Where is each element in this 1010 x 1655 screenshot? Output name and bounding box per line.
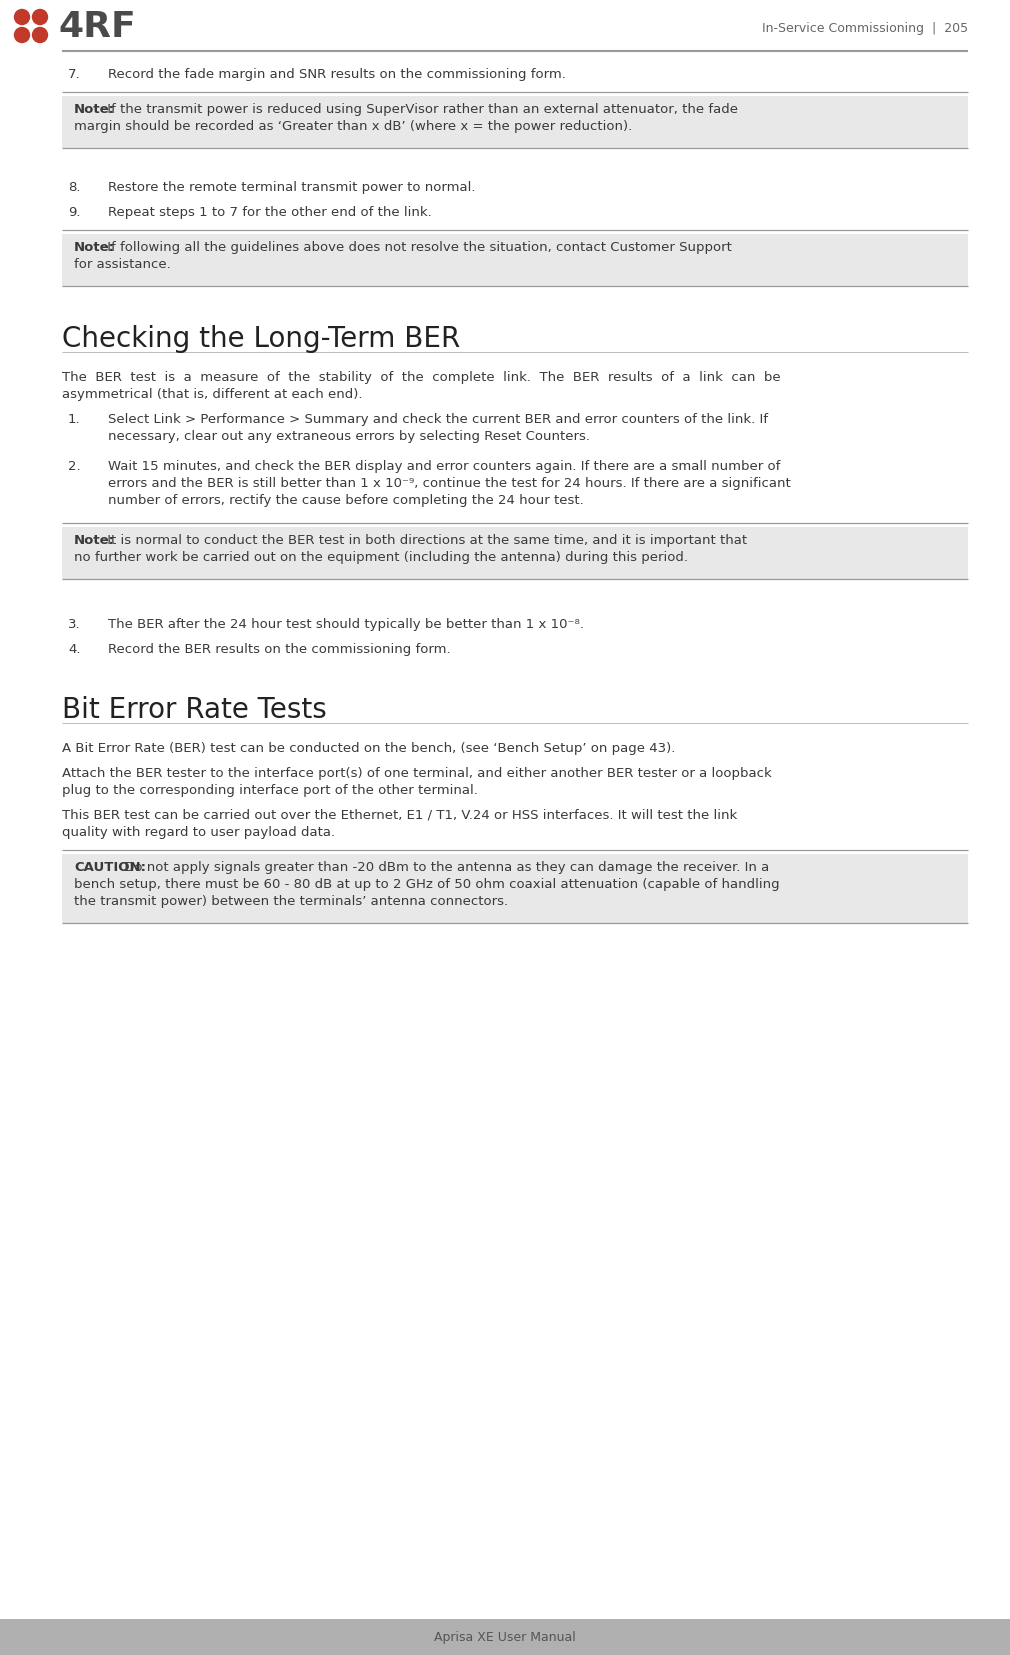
Text: Do not apply signals greater than -20 dBm to the antenna as they can damage the : Do not apply signals greater than -20 dB… <box>120 861 770 874</box>
Text: Aprisa XE User Manual: Aprisa XE User Manual <box>434 1630 576 1643</box>
Text: margin should be recorded as ‘Greater than x dB’ (where x = the power reduction): margin should be recorded as ‘Greater th… <box>74 119 632 132</box>
Text: 4RF: 4RF <box>58 10 135 45</box>
Text: 4.: 4. <box>68 642 81 655</box>
Text: Restore the remote terminal transmit power to normal.: Restore the remote terminal transmit pow… <box>108 180 476 194</box>
Ellipse shape <box>32 28 47 43</box>
Text: Record the BER results on the commissioning form.: Record the BER results on the commission… <box>108 642 450 655</box>
Text: 9.: 9. <box>68 205 81 218</box>
Text: Select Link > Performance > Summary and check the current BER and error counters: Select Link > Performance > Summary and … <box>108 412 768 425</box>
Bar <box>0 1619 1010 1655</box>
Text: Attach the BER tester to the interface port(s) of one terminal, and either anoth: Attach the BER tester to the interface p… <box>62 766 772 780</box>
Text: Note:: Note: <box>74 533 115 546</box>
Text: Record the fade margin and SNR results on the commissioning form.: Record the fade margin and SNR results o… <box>108 68 566 81</box>
Text: Note:: Note: <box>74 242 115 253</box>
Text: Wait 15 minutes, and check the BER display and error counters again. If there ar: Wait 15 minutes, and check the BER displ… <box>108 460 781 473</box>
Bar <box>62 854 968 923</box>
Text: 7.: 7. <box>68 68 81 81</box>
Text: 2.: 2. <box>68 460 81 473</box>
Text: The BER after the 24 hour test should typically be better than 1 x 10⁻⁸.: The BER after the 24 hour test should ty… <box>108 617 584 631</box>
Text: Checking the Long-Term BER: Checking the Long-Term BER <box>62 324 461 353</box>
Text: Note:: Note: <box>74 103 115 116</box>
Bar <box>62 98 968 149</box>
Ellipse shape <box>32 10 47 25</box>
Text: for assistance.: for assistance. <box>74 258 171 271</box>
Text: CAUTION:: CAUTION: <box>74 861 146 874</box>
Text: bench setup, there must be 60 - 80 dB at up to 2 GHz of 50 ohm coaxial attenuati: bench setup, there must be 60 - 80 dB at… <box>74 877 780 890</box>
Text: number of errors, rectify the cause before completing the 24 hour test.: number of errors, rectify the cause befo… <box>108 493 584 506</box>
Bar <box>62 235 968 286</box>
Text: If following all the guidelines above does not resolve the situation, contact Cu: If following all the guidelines above do… <box>103 242 732 253</box>
Text: 8.: 8. <box>68 180 81 194</box>
Bar <box>62 528 968 579</box>
Text: If the transmit power is reduced using SuperVisor rather than an external attenu: If the transmit power is reduced using S… <box>103 103 738 116</box>
Text: Bit Error Rate Tests: Bit Error Rate Tests <box>62 695 327 723</box>
Text: This BER test can be carried out over the Ethernet, E1 / T1, V.24 or HSS interfa: This BER test can be carried out over th… <box>62 809 737 821</box>
Text: It is normal to conduct the BER test in both directions at the same time, and it: It is normal to conduct the BER test in … <box>103 533 747 546</box>
Text: In-Service Commissioning  |  205: In-Service Commissioning | 205 <box>762 22 968 35</box>
Ellipse shape <box>14 10 29 25</box>
Text: asymmetrical (that is, different at each end).: asymmetrical (that is, different at each… <box>62 387 363 401</box>
Text: necessary, clear out any extraneous errors by selecting Reset Counters.: necessary, clear out any extraneous erro… <box>108 430 590 444</box>
Text: quality with regard to user payload data.: quality with regard to user payload data… <box>62 826 335 839</box>
Ellipse shape <box>14 28 29 43</box>
Text: Repeat steps 1 to 7 for the other end of the link.: Repeat steps 1 to 7 for the other end of… <box>108 205 431 218</box>
Text: 1.: 1. <box>68 412 81 425</box>
Text: The  BER  test  is  a  measure  of  the  stability  of  the  complete  link.  Th: The BER test is a measure of the stabili… <box>62 371 781 384</box>
Text: no further work be carried out on the equipment (including the antenna) during t: no further work be carried out on the eq… <box>74 551 688 564</box>
Text: A Bit Error Rate (BER) test can be conducted on the bench, (see ‘Bench Setup’ on: A Bit Error Rate (BER) test can be condu… <box>62 741 676 755</box>
Text: the transmit power) between the terminals’ antenna connectors.: the transmit power) between the terminal… <box>74 894 508 907</box>
Text: errors and the BER is still better than 1 x 10⁻⁹, continue the test for 24 hours: errors and the BER is still better than … <box>108 477 791 490</box>
Text: 3.: 3. <box>68 617 81 631</box>
Text: plug to the corresponding interface port of the other terminal.: plug to the corresponding interface port… <box>62 783 478 796</box>
